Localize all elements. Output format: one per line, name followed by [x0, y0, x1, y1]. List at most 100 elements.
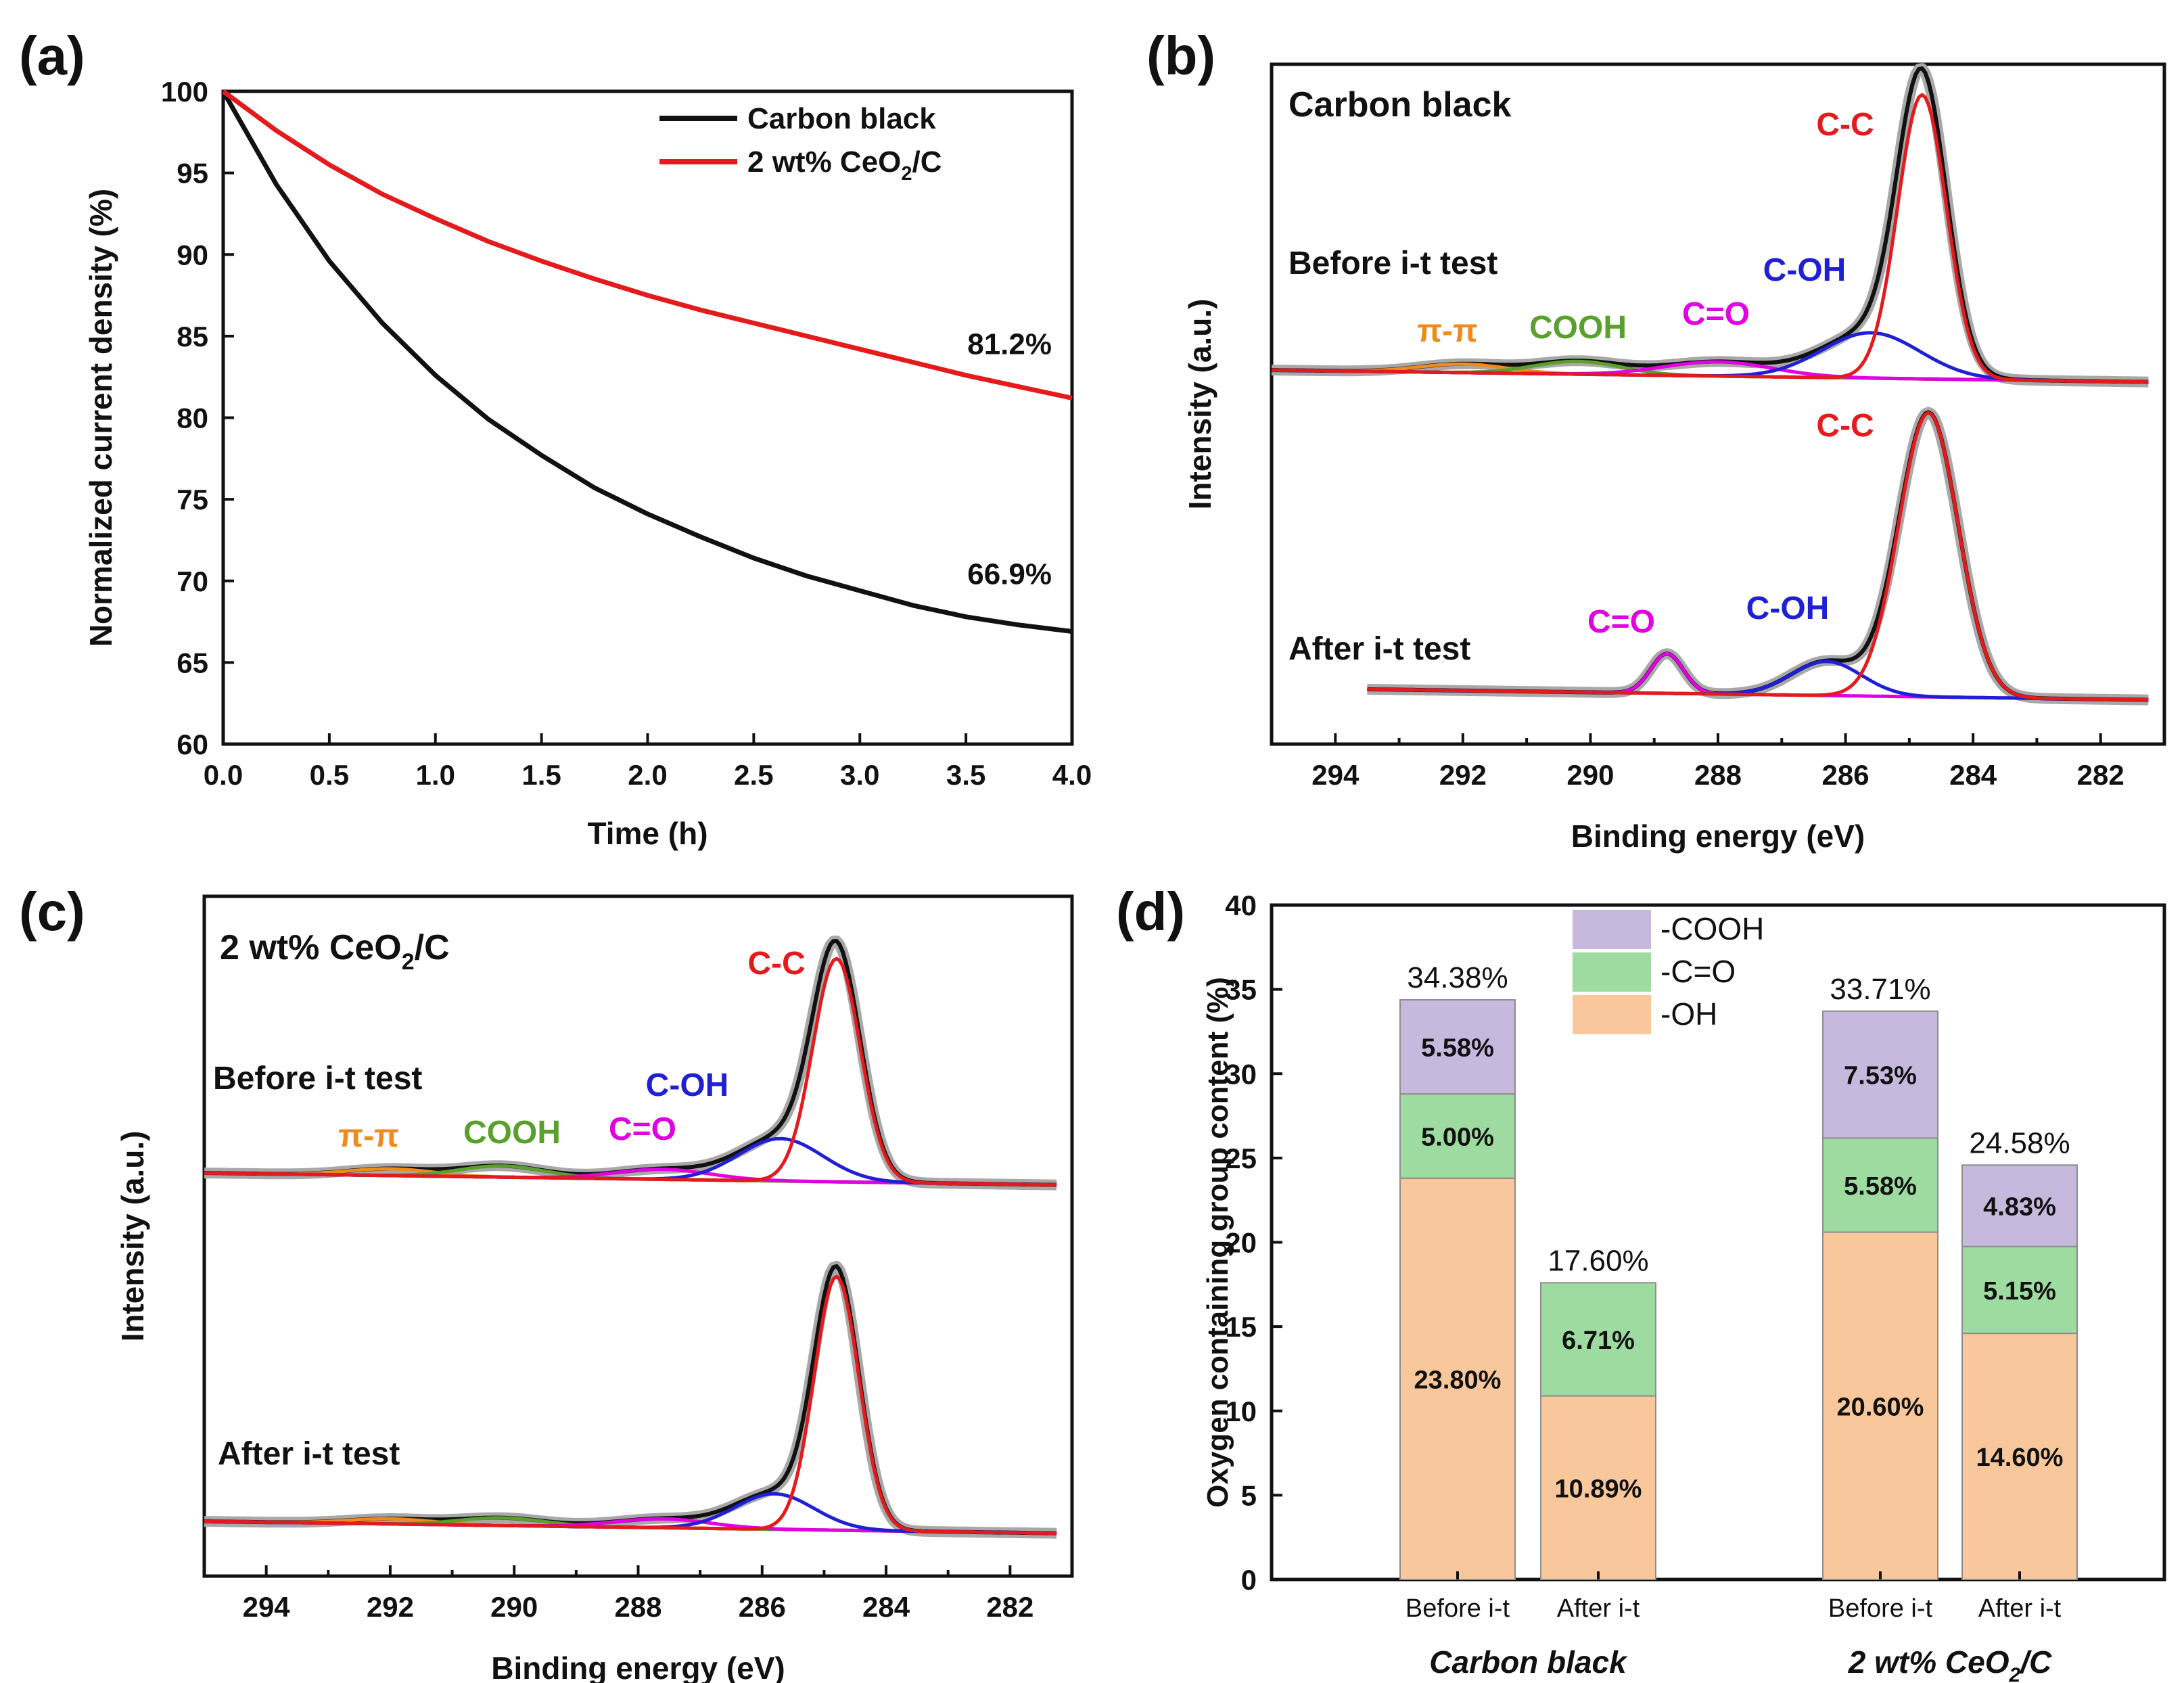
y-tick-label: 75	[177, 484, 208, 515]
x-tick-label: 286	[1822, 759, 1869, 791]
segment-value-label: 5.00%	[1421, 1123, 1494, 1151]
plot-frame	[221, 89, 1074, 746]
panel-c: (c) 2 wt% CeO2/C 294 292 290 288 286 284 282 Bind…	[19, 881, 1074, 1683]
y-axis-label: Normalized current density (%)	[83, 189, 118, 647]
bar-segment-oh	[1540, 1395, 1656, 1580]
segment-value-label: 5.15%	[1983, 1277, 2056, 1306]
panel-label-a: (a)	[19, 26, 85, 86]
segment-value-label: 10.89%	[1555, 1475, 1642, 1503]
category-label: Before i-t	[1405, 1594, 1510, 1623]
y-tick-label: 90	[177, 239, 208, 271]
category-label: After i-t	[1557, 1594, 1640, 1623]
peak-label: C-OH	[1763, 252, 1846, 288]
y-tick-label: 25	[1225, 1143, 1257, 1174]
spectrum-label: Before i-t test	[1288, 246, 1497, 281]
series-line-carbon-black	[220, 90, 1073, 634]
x-axis-label: Time (h)	[587, 816, 707, 851]
x-tick-label: 1.0	[416, 759, 455, 791]
x-tick-label: 292	[367, 1591, 414, 1623]
end-value-label: 66.9%	[967, 558, 1052, 591]
y-tick-label: 95	[177, 158, 208, 189]
y-tick-label: 65	[177, 647, 208, 678]
peak-component-cc	[204, 1274, 1057, 1536]
raw-data-trace	[1365, 407, 2151, 706]
spectrum-label: After i-t test	[1288, 631, 1470, 667]
peak-component-cc	[1367, 411, 2149, 702]
bar-total-label: 17.60%	[1548, 1244, 1648, 1277]
x-tick-label: 0.5	[310, 759, 349, 791]
segment-value-label: 23.80%	[1414, 1366, 1502, 1394]
x-tick-label: 284	[862, 1591, 910, 1623]
peak-label: C-C	[1816, 408, 1874, 444]
envelope-fit-line	[1367, 410, 2149, 702]
group-label: 2 wt% CeO2/C	[1848, 1644, 2052, 1683]
x-tick-label: 2.0	[628, 759, 667, 791]
y-tick-label: 0	[1241, 1564, 1257, 1596]
bar-segment-oh	[1961, 1333, 2078, 1580]
x-tick-label: 286	[739, 1591, 786, 1623]
panel-label-c: (c)	[19, 881, 85, 942]
peak-label: C-C	[747, 946, 805, 982]
legend-swatch	[1573, 910, 1651, 949]
y-axis-label: Oxygen containing group content (%)	[1201, 977, 1234, 1508]
peak-label: π-π	[1417, 313, 1477, 349]
spectrum-label: After i-t test	[218, 1436, 400, 1472]
bar-total-label: 24.58%	[1969, 1126, 2070, 1159]
legend-swatch	[1573, 952, 1651, 992]
x-tick-label: 284	[1949, 759, 1997, 791]
peak-label: C=O	[609, 1111, 676, 1147]
segment-value-label: 6.71%	[1562, 1327, 1635, 1355]
plot-frame	[202, 894, 1074, 1578]
legend-swatch	[1573, 995, 1651, 1034]
y-tick-label: 80	[177, 402, 208, 434]
bar-total-label: 34.38%	[1407, 961, 1508, 994]
bar-segment-cooh	[1961, 1164, 2078, 1247]
group-label: Carbon black	[1429, 1644, 1628, 1680]
bar-segment-c-o	[1961, 1245, 2078, 1335]
x-tick-label: 290	[1566, 759, 1614, 791]
series-line-ceo2-c	[221, 89, 1073, 400]
segment-value-label: 14.60%	[1976, 1444, 2064, 1472]
peak-component-cc	[204, 956, 1057, 1187]
spectrum-label: Before i-t test	[213, 1061, 422, 1097]
x-tick-label: 288	[1694, 759, 1742, 791]
x-tick-label: 4.0	[1052, 759, 1092, 791]
bar-segment-cooh	[1822, 1010, 1938, 1139]
peak-label: C-C	[1816, 107, 1874, 143]
legend-label: Carbon black	[747, 102, 936, 135]
y-tick-label: 60	[177, 729, 208, 760]
y-tick-label: 15	[1225, 1311, 1257, 1343]
x-tick-label: 294	[243, 1591, 291, 1623]
peak-label: π-π	[338, 1118, 398, 1154]
legend-label: -OH	[1660, 996, 1717, 1032]
y-tick-label: 40	[1225, 890, 1257, 921]
bar-segment-oh	[1822, 1231, 1938, 1581]
segment-value-label: 5.58%	[1844, 1172, 1917, 1201]
segment-value-label: 20.60%	[1837, 1393, 1924, 1421]
y-tick-label: 20	[1225, 1227, 1257, 1259]
x-tick-label: 290	[490, 1591, 538, 1623]
peak-label: COOH	[1529, 310, 1627, 346]
legend-label: -C=O	[1660, 954, 1736, 989]
x-axis-label: Binding energy (eV)	[491, 1651, 785, 1683]
panel-title: Carbon black	[1288, 85, 1511, 124]
panel-b: (b) Carbon black 294 292 290 288 286 284 282 Bind…	[1146, 26, 2166, 854]
category-label: After i-t	[1978, 1594, 2062, 1623]
x-tick-label: 282	[2077, 759, 2124, 791]
peak-label: COOH	[463, 1115, 561, 1151]
segment-value-label: 7.53%	[1844, 1062, 1917, 1090]
y-axis-label: Intensity (a.u.)	[115, 1131, 150, 1342]
panel-title: 2 wt% CeO2/C	[220, 928, 450, 975]
y-tick-label: 5	[1241, 1479, 1257, 1511]
x-tick-label: 294	[1311, 759, 1360, 791]
peak-label: C=O	[1587, 604, 1655, 640]
legend-label: -COOH	[1660, 911, 1764, 946]
segment-value-label: 4.83%	[1983, 1193, 2056, 1222]
y-tick-label: 85	[177, 321, 208, 352]
bar-segment-c-o	[1540, 1282, 1656, 1397]
peak-label: C-OH	[646, 1067, 729, 1103]
peak-label: C=O	[1682, 296, 1750, 332]
legend-label: 2 wt% CeO2/C	[747, 145, 942, 185]
x-tick-label: 3.5	[946, 759, 985, 791]
envelope-fit-line	[204, 1264, 1057, 1536]
